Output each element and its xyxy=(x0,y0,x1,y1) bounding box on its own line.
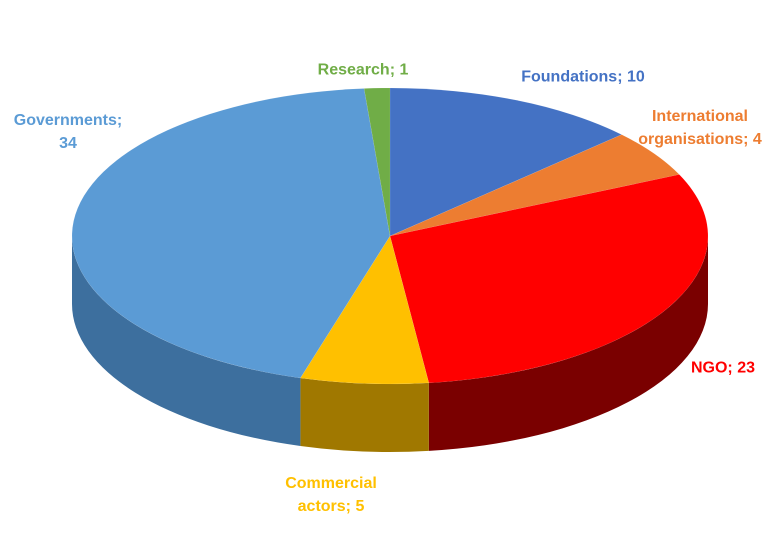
data-label: Research; 1 xyxy=(317,61,409,79)
slice-side xyxy=(428,236,708,451)
data-label: Governments; 34 xyxy=(13,112,123,152)
slice: International organisations xyxy=(389,134,680,237)
slice-side xyxy=(72,236,301,447)
data-label: Commercial actors; 5 xyxy=(285,475,377,515)
slice: Governments xyxy=(71,88,391,379)
slice: NGO xyxy=(389,174,709,384)
slice: Commercial actors xyxy=(299,235,430,385)
data-label: International organisations; 4 xyxy=(638,108,762,148)
data-label: NGO; 23 xyxy=(690,359,755,377)
slice: Foundations xyxy=(389,87,623,237)
slice-side xyxy=(300,378,429,452)
slice: Research xyxy=(363,87,391,237)
data-label: Foundations; 10 xyxy=(521,68,645,86)
